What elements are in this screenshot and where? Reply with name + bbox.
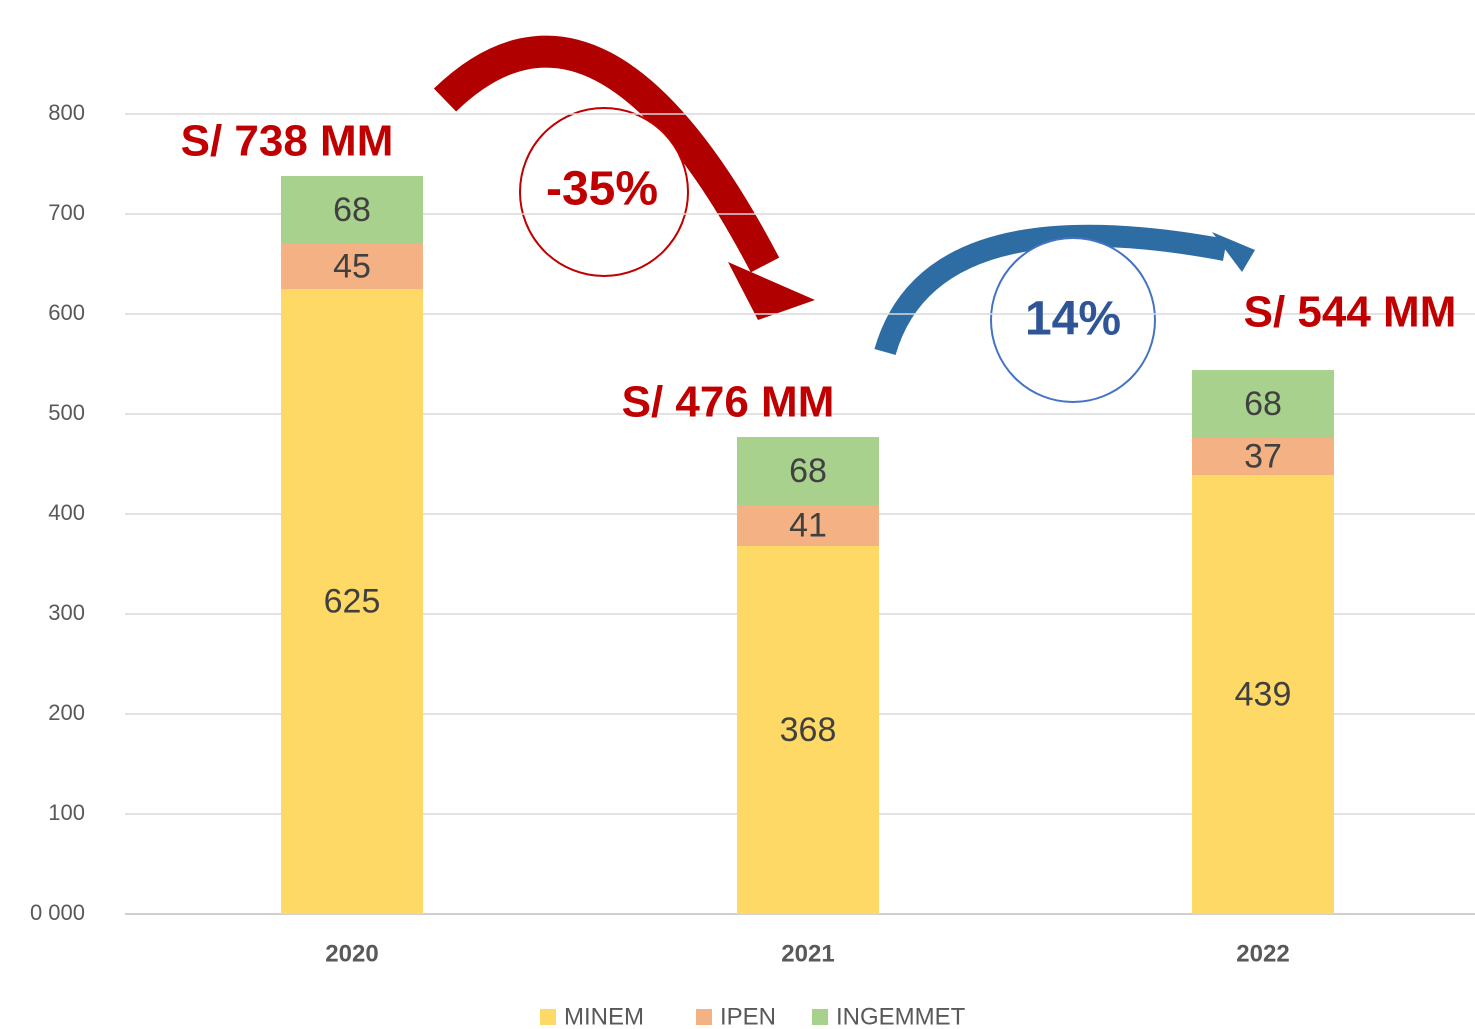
data-label: 439	[1235, 675, 1292, 713]
data-label: 37	[1244, 437, 1282, 475]
legend-label: MINEM	[564, 1003, 644, 1029]
bar-segment	[1192, 475, 1334, 914]
y-tick-label: 800	[48, 100, 85, 125]
annotation: S/ 738 MM	[181, 117, 394, 166]
decrease-circle	[519, 107, 689, 277]
decrease-arrow	[433, 35, 780, 273]
bar-segment	[1192, 370, 1334, 438]
data-label: 625	[324, 582, 381, 620]
y-tick-label: 300	[48, 600, 85, 625]
bar-segment	[281, 176, 423, 244]
annotation: -35%	[546, 163, 658, 216]
decrease-arrow-head	[728, 262, 815, 320]
legend-label: INGEMMET	[836, 1003, 966, 1029]
x-tick-label: 2020	[325, 940, 378, 967]
y-tick-label: 700	[48, 200, 85, 225]
increase-circle	[990, 237, 1156, 403]
bar-segment	[1192, 438, 1334, 475]
legend-label: IPEN	[720, 1003, 776, 1029]
legend-swatch	[540, 1009, 556, 1025]
increase-arrow-head	[1212, 232, 1255, 272]
annotation: S/ 476 MM	[622, 378, 835, 427]
y-tick-label: 400	[48, 500, 85, 525]
y-tick-label: 500	[48, 400, 85, 425]
annotation: 14%	[1025, 293, 1121, 346]
y-tick-label: 200	[48, 700, 85, 725]
data-label: 68	[1244, 385, 1282, 423]
x-tick-label: 2022	[1236, 940, 1289, 967]
data-label: 68	[333, 191, 371, 229]
data-label: 41	[789, 506, 827, 544]
data-label: 68	[789, 452, 827, 490]
bar-segment	[281, 244, 423, 289]
y-tick-label: 600	[48, 300, 85, 325]
y-tick-label: 100	[48, 800, 85, 825]
bar-segment	[737, 505, 879, 546]
annotation: S/ 544 MM	[1244, 288, 1457, 337]
legend-swatch	[696, 1009, 712, 1025]
bar-segment	[737, 437, 879, 505]
x-tick-label: 2021	[781, 940, 834, 967]
data-label: 45	[333, 247, 371, 285]
legend-swatch	[812, 1009, 828, 1025]
y-tick-label: 0 000	[30, 900, 85, 925]
bar-segment	[281, 289, 423, 914]
bar-segment	[737, 546, 879, 914]
data-label: 368	[780, 711, 837, 749]
